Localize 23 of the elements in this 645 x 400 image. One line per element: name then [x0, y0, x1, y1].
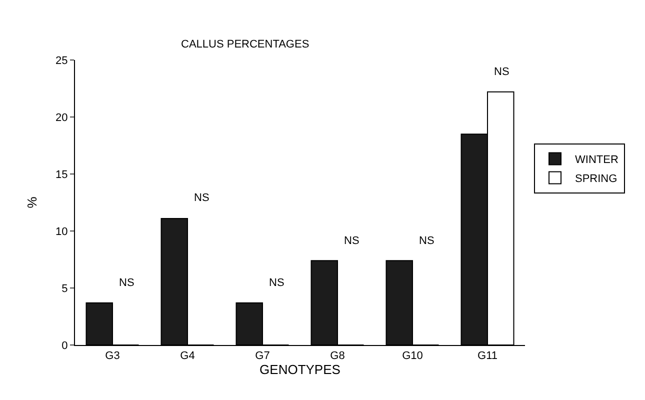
y-tick-label: 15 [56, 168, 68, 181]
annotation: NS [344, 235, 360, 247]
y-axis-title: % [24, 196, 40, 208]
y-tick-label: 20 [56, 112, 68, 124]
annotation: NS [119, 277, 134, 289]
annotation: NS [419, 235, 434, 247]
y-tick-label: 10 [56, 226, 68, 238]
x-axis-title: GENOTYPES [260, 362, 341, 378]
annotation: NS [194, 192, 210, 204]
annotation: NS [494, 66, 510, 78]
y-tick-label: 0 [62, 340, 68, 352]
x-tick-label: G7 [255, 350, 270, 362]
x-tick-label: G8 [330, 350, 345, 362]
x-tick-label: G4 [180, 350, 195, 362]
legend-label: SPRING [575, 173, 618, 186]
legend-label: WINTER [575, 154, 618, 166]
annotation: NS [269, 277, 284, 289]
x-tick-label: G11 [478, 350, 498, 362]
y-tick-label: 25 [56, 54, 68, 67]
x-tick-label: G3 [105, 350, 120, 362]
chart-title: CALLUS PERCENTAGES [181, 38, 310, 51]
x-tick-label: G10 [402, 350, 423, 362]
y-tick-label: 5 [62, 282, 68, 295]
